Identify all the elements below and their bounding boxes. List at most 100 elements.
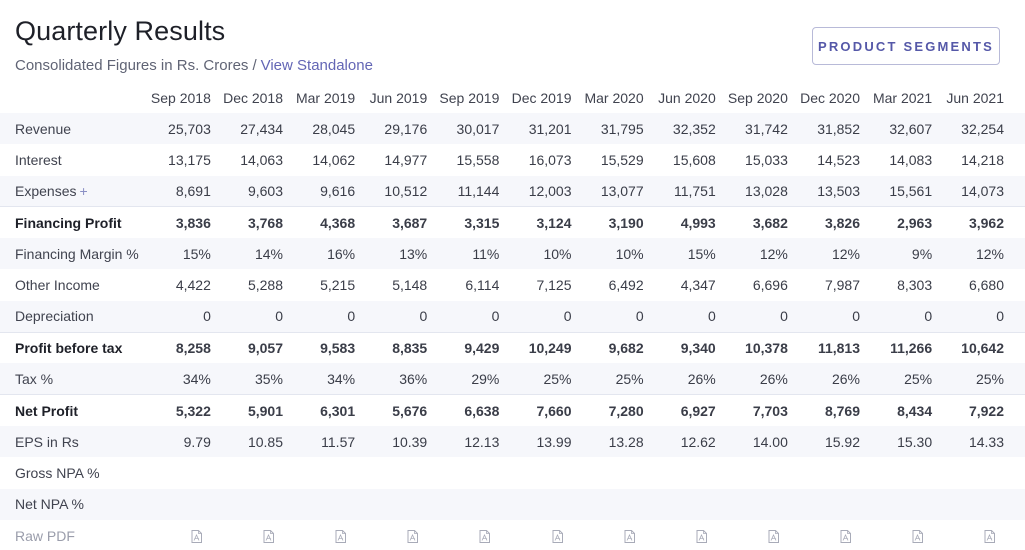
value-cell: 5,322 [138, 394, 211, 426]
row-label: Interest [15, 151, 62, 168]
value-cell: 15.30 [860, 425, 933, 458]
raw-pdf-link[interactable] [984, 528, 1004, 544]
raw-pdf-link[interactable] [768, 528, 788, 544]
raw-pdf-link[interactable] [624, 528, 644, 544]
value-cell [427, 457, 499, 488]
column-header: Sep 2018 [150, 89, 211, 106]
value-cell: 25% [499, 363, 572, 395]
value-cell: 8,434 [860, 394, 933, 426]
value-cell [499, 488, 572, 520]
value-cell: 15% [138, 238, 211, 270]
value-cell [283, 488, 356, 520]
value-cell: 10,378 [715, 331, 788, 364]
value-cell: 6,680 [968, 277, 1004, 294]
raw-pdf-link[interactable] [407, 528, 427, 544]
value-cell: 7,660 [499, 394, 572, 426]
row-label: Financing Margin % [15, 245, 139, 262]
pdf-file-icon [263, 530, 275, 544]
pdf-file-icon [479, 530, 491, 544]
raw-pdf-link[interactable] [263, 528, 283, 544]
value-cell: 0 [860, 300, 933, 333]
raw-pdf-row: Raw PDF [0, 520, 1025, 550]
raw-pdf-link[interactable] [552, 528, 572, 544]
raw-pdf-link[interactable] [696, 528, 716, 544]
value-cell [283, 457, 355, 488]
value-cell [788, 457, 860, 488]
column-header: Mar 2020 [584, 89, 644, 106]
value-cell: 9,583 [283, 331, 356, 364]
row-label: Profit before tax [15, 339, 123, 356]
row-label-cell: Depreciation [0, 300, 139, 333]
row-label-cell: Financing Profit [0, 206, 139, 239]
value-cell: 8,303 [897, 277, 933, 294]
value-cell: 0 [571, 300, 644, 333]
raw-pdf-link[interactable] [191, 528, 211, 544]
row-label-cell: Financing Margin % [0, 238, 139, 270]
value-cell: 11.57 [283, 425, 356, 458]
column-header: Dec 2018 [223, 89, 284, 106]
raw-pdf-link[interactable] [335, 528, 355, 544]
value-cell: 11,813 [787, 331, 861, 364]
table-row: Net NPA % [0, 488, 1025, 520]
row-label-cell: Gross NPA % [0, 457, 139, 488]
raw-pdf-link[interactable] [912, 528, 932, 544]
value-cell: 25% [932, 363, 1025, 395]
raw-pdf-cell [211, 520, 283, 550]
value-cell: 13.99 [499, 425, 572, 458]
value-cell: 0 [932, 300, 1025, 333]
value-cell: 7,125 [536, 277, 572, 294]
value-cell: 3,682 [715, 206, 788, 239]
raw-pdf-cell [139, 520, 211, 550]
value-cell: 9,340 [643, 331, 716, 364]
value-cell [355, 457, 427, 488]
table-row: Other Income 4,422 5,288 5,215 5,148 6,114 7,1… [0, 269, 1025, 300]
raw-pdf-cell [716, 520, 788, 550]
raw-pdf-cell [788, 520, 860, 550]
expand-plus-icon[interactable]: + [79, 182, 88, 199]
value-cell: 7,922 [932, 394, 1025, 426]
raw-pdf-cell [572, 520, 644, 550]
value-cell: 12.62 [643, 425, 716, 458]
raw-pdf-link[interactable] [479, 528, 499, 544]
value-cell: 29,176 [355, 113, 428, 145]
row-label: Financing Profit [15, 214, 122, 231]
table-row: Profit before tax 8,258 9,057 9,583 8,835 9,4… [0, 331, 1025, 364]
row-label-cell[interactable]: Expenses + [0, 175, 139, 207]
value-cell: 4,347 [680, 277, 716, 294]
value-cell: 8,691 [138, 175, 211, 207]
table-row: Net Profit 5,322 5,901 6,301 5,676 6,638 7,660… [0, 394, 1025, 426]
view-standalone-link[interactable]: View Standalone [260, 57, 373, 74]
raw-pdf-link[interactable] [840, 528, 860, 544]
value-cell: 13.28 [571, 425, 644, 458]
value-cell: 12% [932, 238, 1025, 270]
pdf-file-icon [335, 530, 347, 544]
value-cell: 0 [787, 300, 861, 333]
value-cell: 11,266 [860, 331, 933, 364]
pdf-file-icon [768, 530, 779, 544]
value-cell: 16,073 [528, 151, 572, 168]
value-cell [715, 488, 788, 520]
raw-pdf-cell [932, 520, 1025, 550]
value-cell: 15,608 [672, 151, 716, 168]
row-label: Gross NPA % [15, 464, 100, 481]
value-cell: 13,503 [787, 175, 861, 207]
value-cell: 8,835 [355, 331, 428, 364]
row-label-cell: Interest [0, 144, 139, 175]
raw-pdf-cell [427, 520, 499, 550]
value-cell: 0 [427, 300, 500, 333]
value-cell [355, 488, 428, 520]
product-segments-button[interactable]: PRODUCT SEGMENTS [812, 27, 1000, 65]
value-cell: 10.85 [210, 425, 284, 458]
value-cell: 9,603 [210, 175, 284, 207]
value-cell: 15,033 [745, 151, 788, 168]
pdf-file-icon [624, 530, 635, 544]
value-cell: 8,258 [138, 331, 211, 364]
value-cell: 25% [860, 363, 933, 395]
column-header: Sep 2019 [439, 89, 500, 106]
value-cell: 9,429 [427, 331, 500, 364]
value-cell: 4,993 [643, 206, 716, 239]
value-cell [499, 457, 571, 488]
raw-pdf-cell [860, 520, 932, 550]
value-cell: 14,523 [817, 151, 861, 168]
value-cell: 31,742 [715, 113, 788, 145]
